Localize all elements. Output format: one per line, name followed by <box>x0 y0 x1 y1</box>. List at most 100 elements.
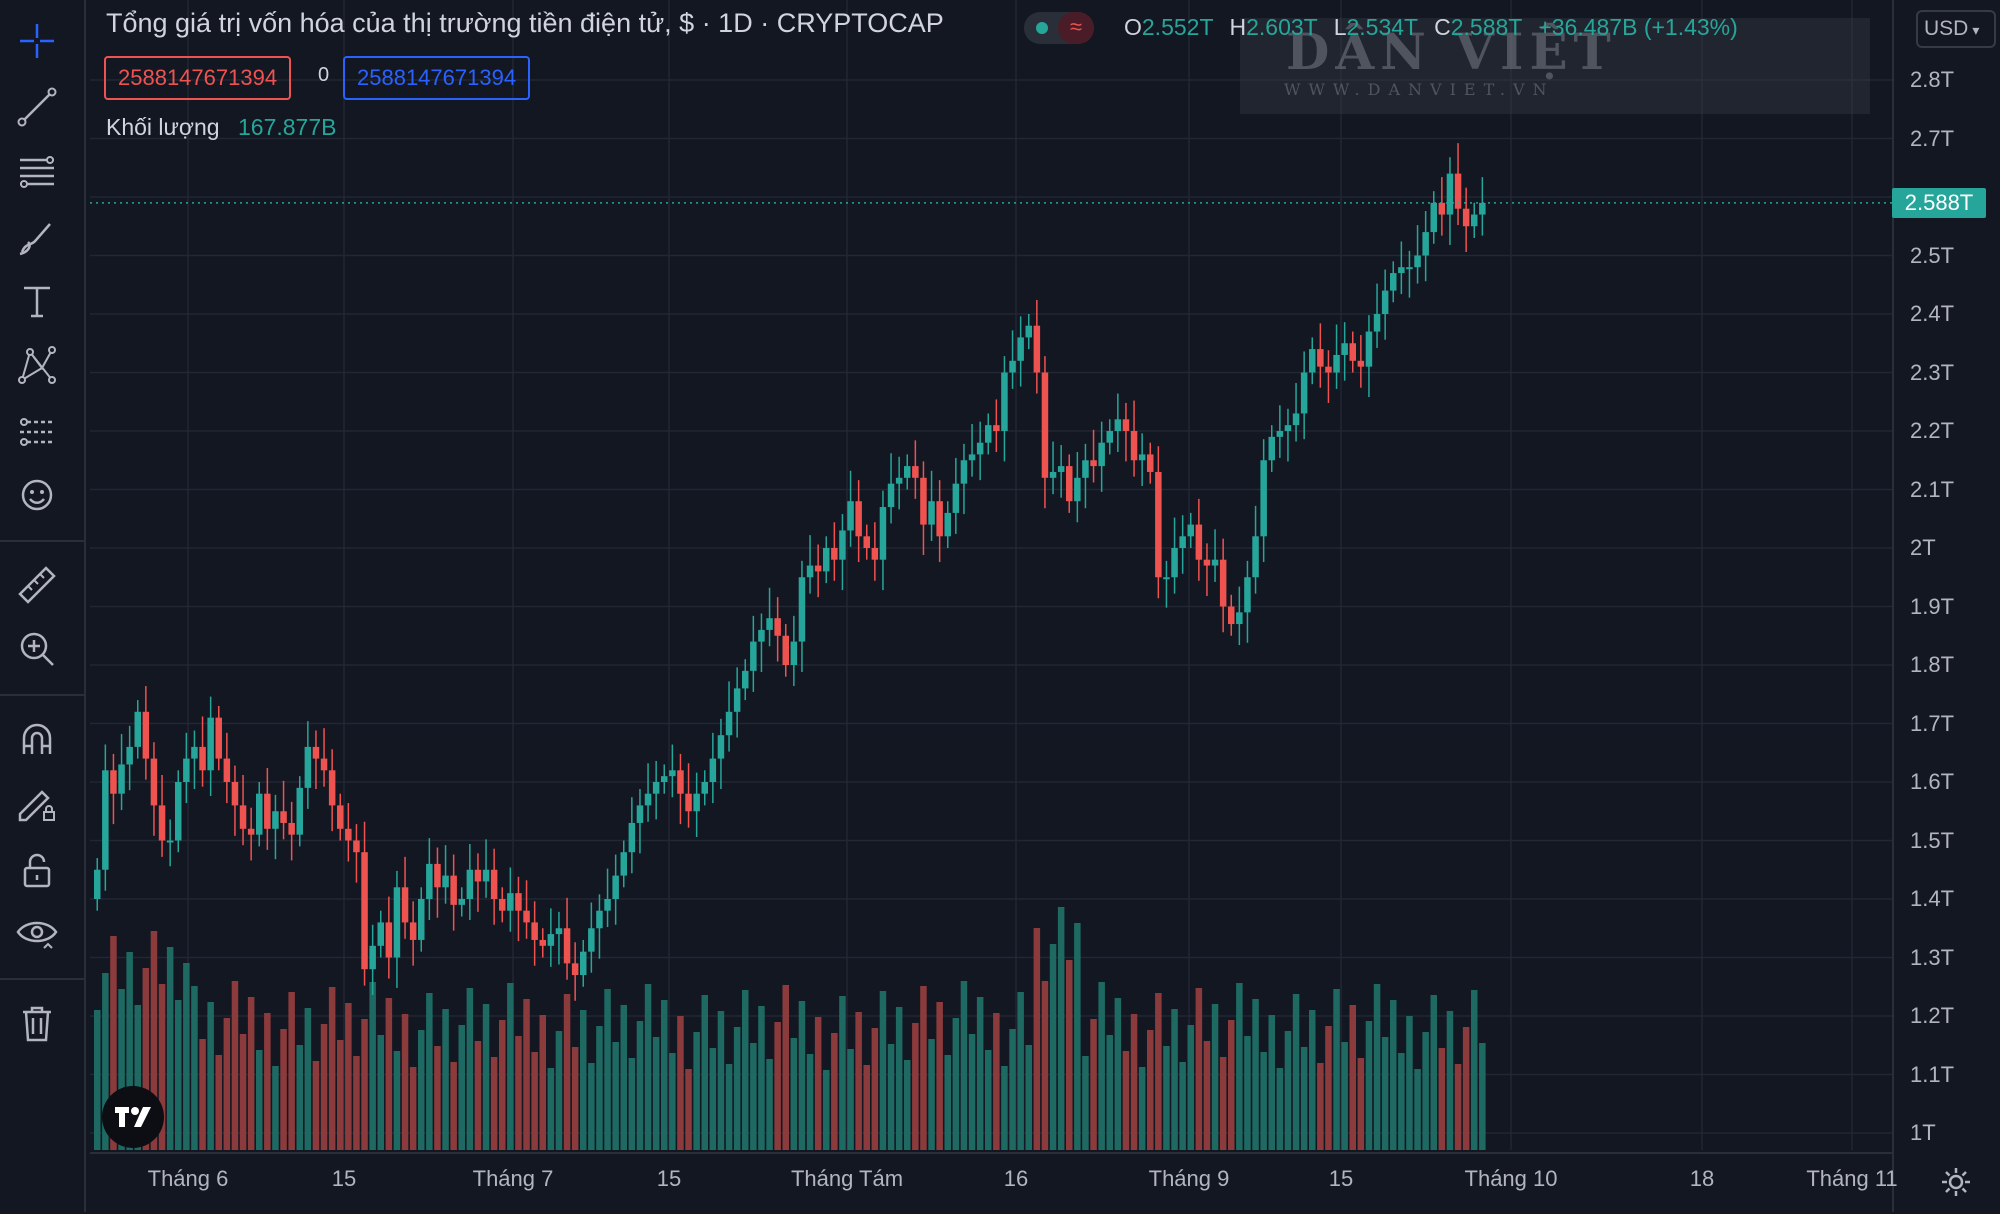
price-tick-label: 1.1T <box>1910 1061 1955 1087</box>
volume-bar <box>993 1013 1000 1150</box>
volume-bar <box>264 1013 271 1150</box>
price-input-left[interactable]: 2588147671394 <box>104 56 292 100</box>
volume-bar <box>134 1005 141 1150</box>
volume-bar <box>709 1048 717 1150</box>
volume-bar <box>1114 998 1122 1150</box>
time-tick-label: 15 <box>656 1166 682 1191</box>
high-key: H <box>1229 14 1247 40</box>
volume-bar <box>1479 1043 1486 1150</box>
price-tick-label: 2.4T <box>1910 301 1955 326</box>
candle-body <box>499 899 506 911</box>
volume-bar <box>823 1070 830 1150</box>
settings-gear-icon[interactable] <box>1940 1166 1972 1203</box>
candle-body <box>717 735 725 759</box>
price-input-right[interactable]: 2588147671394 <box>343 56 531 100</box>
candle-body <box>555 928 563 935</box>
open-value: 2.552T <box>1141 14 1214 40</box>
candle-body <box>1462 208 1470 227</box>
candle-body <box>1446 173 1454 215</box>
candle-body <box>1017 337 1024 361</box>
volume-bar <box>539 1015 546 1150</box>
volume-bar <box>409 1067 417 1150</box>
price-tick-label: 1.3T <box>1910 944 1955 970</box>
zoom-in-icon[interactable] <box>10 622 64 676</box>
volume-bar <box>555 1031 563 1150</box>
candle-body <box>118 764 125 794</box>
volume-bar <box>798 1001 806 1150</box>
candle-body <box>1049 471 1057 478</box>
trash-icon[interactable] <box>10 996 64 1050</box>
candle-body <box>466 869 474 899</box>
candle-body <box>328 770 336 806</box>
candle-body <box>1114 419 1122 431</box>
time-axis[interactable]: Tháng 6 15 Tháng 7 15 Tháng Tám 16 Tháng 9 15 Th… <box>90 1152 1898 1214</box>
candle-body <box>1130 431 1138 461</box>
candle-body <box>1268 436 1275 461</box>
time-tick-label: 18 <box>1689 1166 1715 1191</box>
magnet-icon[interactable] <box>10 712 64 766</box>
candle-body <box>661 776 668 782</box>
lock-drawing-icon[interactable] <box>10 776 64 830</box>
volume-bar <box>1373 984 1381 1150</box>
candle-body <box>1430 202 1437 233</box>
candle-body <box>1325 366 1332 373</box>
volume-bar <box>725 1064 733 1150</box>
candle-body <box>612 875 619 899</box>
candle-body <box>320 758 328 771</box>
volume-bar <box>199 1039 206 1150</box>
eye-icon[interactable] <box>10 906 64 960</box>
volume-bar <box>904 1060 911 1150</box>
volume-bar <box>1244 1036 1251 1150</box>
emoji-icon[interactable] <box>10 468 64 522</box>
candle-body <box>596 910 603 929</box>
volume-bar <box>968 1034 976 1150</box>
candle-body <box>1147 454 1154 472</box>
candle-body <box>280 811 287 823</box>
crosshair-icon[interactable] <box>10 14 64 68</box>
volume-bar <box>353 1056 360 1150</box>
volume-bar <box>1292 994 1300 1150</box>
prediction-icon[interactable] <box>10 404 64 458</box>
candle-body <box>1098 442 1105 467</box>
candle-body <box>1163 577 1170 580</box>
candle-body <box>968 454 976 461</box>
candle-body <box>215 717 222 759</box>
volume-bar <box>1349 1005 1356 1150</box>
chart-pane[interactable] <box>90 0 1892 1150</box>
fib-retracement-icon[interactable] <box>10 144 64 198</box>
time-tick-label: Tháng 10 <box>1464 1166 1558 1191</box>
volume-bar <box>636 1021 644 1150</box>
lock-icon[interactable] <box>10 842 64 896</box>
volume-bar <box>1284 1031 1292 1150</box>
candle-body <box>1284 425 1292 431</box>
tradingview-logo[interactable] <box>102 1086 164 1148</box>
ruler-icon[interactable] <box>10 558 64 612</box>
volume-bar <box>393 1051 401 1150</box>
volume-bar <box>1082 1056 1089 1150</box>
volume-bar <box>247 997 255 1150</box>
volume-label[interactable]: Khối lượng <box>106 114 220 140</box>
candle-body <box>353 840 360 853</box>
open-key: O <box>1124 14 1142 40</box>
volume-bar <box>361 1019 368 1150</box>
text-icon[interactable] <box>10 274 64 328</box>
volume-bar <box>871 1028 879 1150</box>
volume-bar <box>1163 1046 1170 1150</box>
candle-body <box>1122 419 1130 431</box>
currency-select[interactable]: USD ▾ <box>1916 10 1996 48</box>
trend-line-icon[interactable] <box>10 80 64 134</box>
candle-body <box>231 782 239 806</box>
candle-body <box>1357 360 1365 367</box>
legend-toggle[interactable]: ≈ <box>1024 12 1094 44</box>
price-tick-label: 1.6T <box>1910 769 1955 794</box>
symbol-title[interactable]: Tổng giá trị vốn hóa của thị trường tiền… <box>106 8 944 38</box>
candle-body <box>879 507 887 560</box>
time-tick-label: 15 <box>1328 1166 1354 1191</box>
candle-body <box>993 425 1000 431</box>
brush-icon[interactable] <box>10 210 64 264</box>
candle-body <box>571 963 579 976</box>
candle-body <box>150 758 158 806</box>
candle-body <box>733 688 741 712</box>
pattern-icon[interactable] <box>10 338 64 392</box>
price-axis[interactable]: 2.8T2.7T2.6T2.5T2.4T2.3T2.2T2.1T2T1.9T1.… <box>1892 0 2000 1212</box>
